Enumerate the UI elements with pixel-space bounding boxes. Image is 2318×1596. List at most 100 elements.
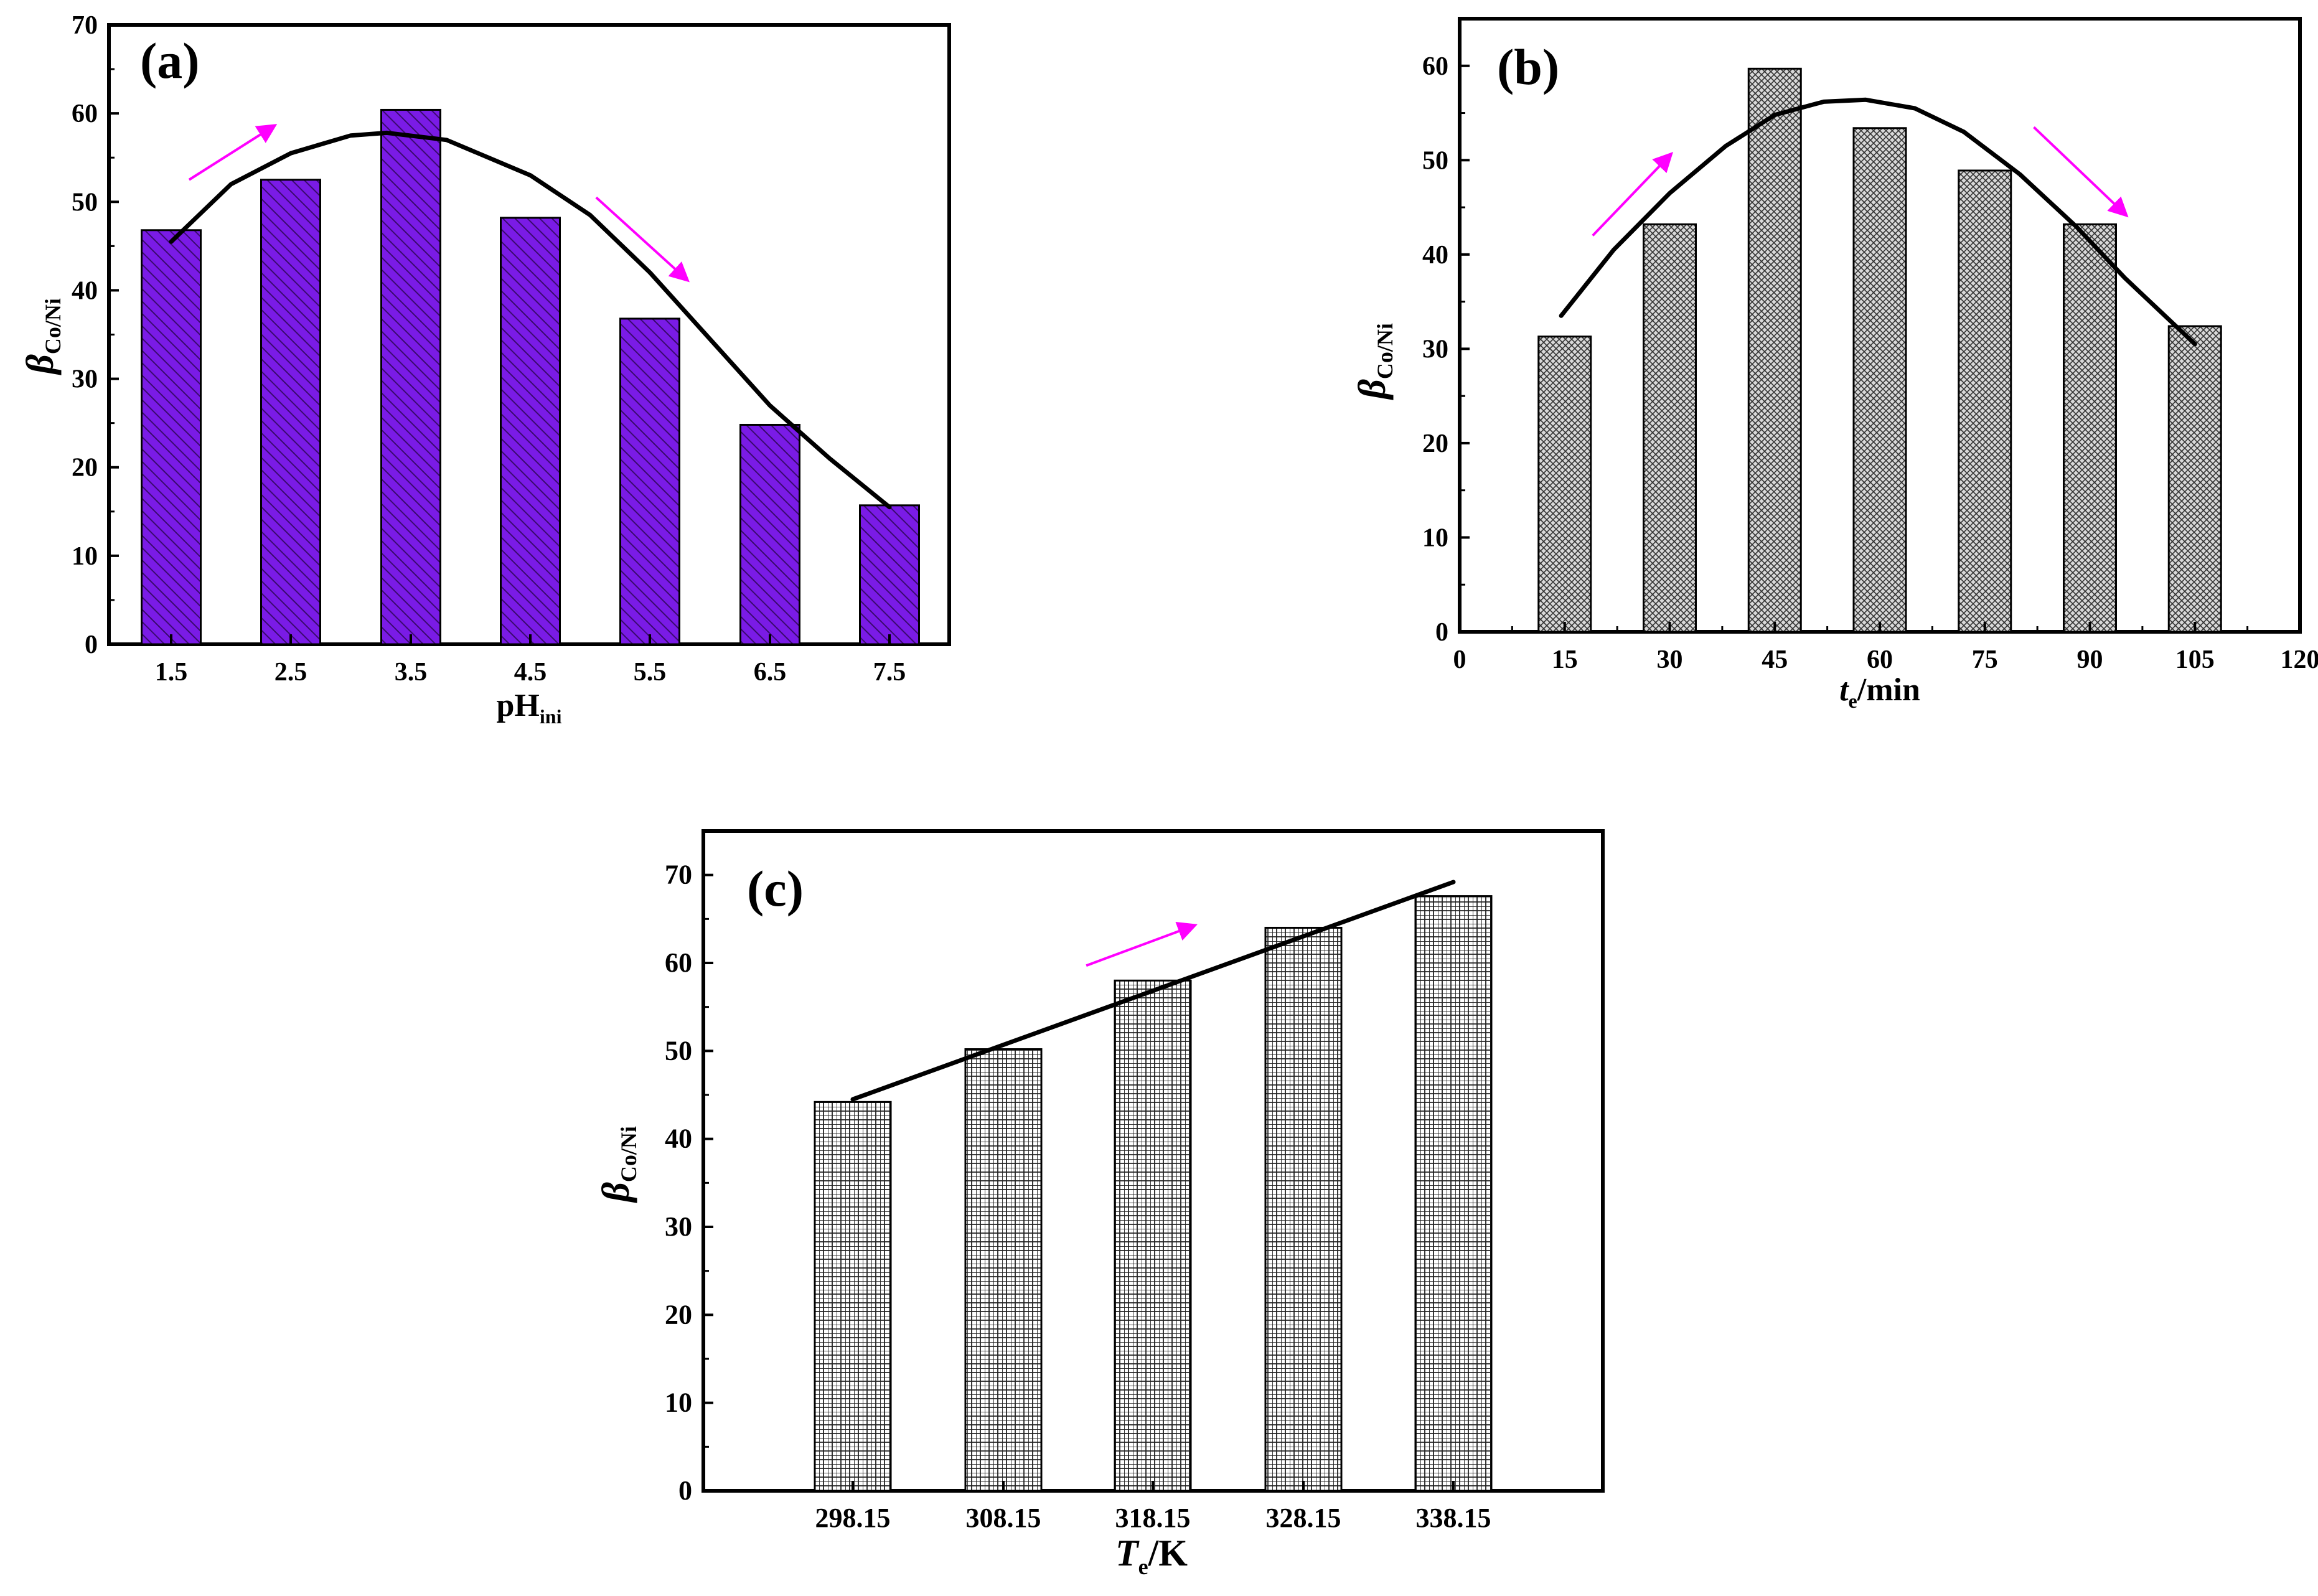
panel-b-xtick-label-2: 30: [1657, 645, 1683, 674]
panel-b-label: (b): [1497, 39, 1559, 95]
panel-b-xtick-label-1: 15: [1552, 645, 1578, 674]
panel-a-chart: 0 10 20 30 40 50 60 70 1.5 2.5 3.5 4.5 5.5 6.5 7.5 (a)…: [19, 11, 951, 728]
panel-a-x-axis-subscript: ini: [540, 705, 562, 728]
panel-a-ytick-label-1: 10: [72, 542, 98, 571]
panel-c-trend-line: [850, 880, 1456, 1102]
panel-a-ytick-label-5: 50: [72, 188, 98, 217]
panel-c-bar-3: [1114, 979, 1192, 1492]
panel-b-trend-arrow-1: [1592, 151, 1674, 237]
panel-a-y-axis-symbol: β: [19, 354, 62, 375]
panel-c-ytick-label-5: 50: [665, 1035, 692, 1066]
panel-a-xtick-label-0: 1.5: [155, 658, 188, 687]
panel-b-ytick-label-0: 0: [1435, 618, 1448, 647]
panel-b-bar-6: [2063, 223, 2117, 633]
panel-b-x-axis-unit: /min: [1857, 672, 1920, 708]
panel-c-ytick-label-2: 20: [665, 1299, 692, 1330]
panel-c-bar-5: [1414, 895, 1493, 1492]
panel-c-ytick-label-1: 10: [665, 1387, 692, 1418]
panel-b-ticks: 0 10 20 30 40 50 60 0 15 30 45 60 75 90 105 120: [1422, 52, 2318, 674]
panel-a-ytick-label-2: 20: [72, 454, 98, 482]
panel-b-xtick-label-6: 90: [2077, 645, 2103, 674]
panel-c-bars: [814, 895, 1493, 1492]
panel-c-xtick-label-2: 318.15: [1115, 1503, 1191, 1533]
panel-b-xtick-label-4: 60: [1867, 645, 1893, 674]
panel-b-x-axis-main: t: [1839, 672, 1849, 708]
panel-c-bar-4: [1264, 926, 1343, 1492]
panel-b-trend-line: [1559, 97, 2197, 347]
panel-a-bar-2: [260, 179, 321, 645]
panel-a-bar-6: [739, 423, 800, 645]
panel-c-ticks: 0 10 20 30 40 50 60 70 298.15 308.15 318.15 328.15 3…: [665, 860, 1491, 1533]
panel-a-bar-7: [859, 504, 920, 645]
panel-c-ytick-label-3: 30: [665, 1211, 692, 1242]
panel-a-ticks: 0 10 20 30 40 50 60 70 1.5 2.5 3.5 4.5 5.5 6.5 7.5: [72, 11, 906, 687]
panel-a-x-axis-label: pHini: [497, 688, 562, 728]
panel-a-x-axis-main: pH: [497, 688, 540, 723]
panel-b-ytick-label-3: 30: [1422, 335, 1448, 364]
panel-b-ytick-label-4: 40: [1422, 241, 1448, 270]
panel-b-xtick-label-5: 75: [1972, 645, 1998, 674]
panel-c-y-axis-symbol: β: [595, 1182, 637, 1203]
panel-c-y-axis-subscript: Co/Ni: [616, 1126, 641, 1182]
panel-c-x-axis-unit: /K: [1148, 1533, 1188, 1574]
panel-c-ytick-label-7: 70: [665, 860, 692, 890]
panel-a-ytick-label-0: 0: [85, 631, 98, 659]
panel-c-label: (c): [747, 860, 804, 917]
panel-a-xtick-label-1: 2.5: [274, 658, 307, 687]
panel-c-x-axis-main: T: [1115, 1533, 1140, 1574]
panel-c-x-axis-label: Te/K: [1115, 1533, 1188, 1579]
panel-b-y-axis-label: βCo/Ni: [1351, 323, 1397, 400]
panel-c-xtick-label-4: 338.15: [1416, 1503, 1491, 1533]
panel-b-xtick-label-8: 120: [2281, 645, 2318, 674]
panel-b-y-axis-subscript: Co/Ni: [1372, 323, 1397, 379]
panel-c-xtick-label-0: 298.15: [815, 1503, 891, 1533]
panel-a-bars: [141, 108, 920, 645]
panel-c-y-axis-label: βCo/Ni: [595, 1126, 641, 1203]
panel-b-y-axis-symbol: β: [1351, 379, 1394, 400]
panel-a-ytick-label-4: 40: [72, 276, 98, 305]
panel-b-bars: [1537, 67, 2222, 633]
panel-a-trend-line: [169, 130, 892, 510]
panel-a-ytick-label-3: 30: [72, 365, 98, 394]
panel-a-overlay: [169, 124, 892, 510]
panel-a-y-axis-subscript: Co/Ni: [40, 298, 65, 354]
panel-c-chart: 0 10 20 30 40 50 60 70 298.15 308.15 318.15 328.15 3…: [595, 829, 1605, 1579]
panel-a-xtick-label-2: 3.5: [395, 658, 428, 687]
panel-c-xtick-label-3: 328.15: [1266, 1503, 1341, 1533]
panel-b-bar-5: [1958, 169, 2012, 633]
panel-c-ytick-label-6: 60: [665, 947, 692, 978]
panel-c-bar-2: [964, 1048, 1043, 1492]
panel-a-ytick-label-7: 70: [72, 11, 98, 40]
panel-b-overlay: [1559, 97, 2197, 347]
panel-a-xtick-label-5: 6.5: [754, 658, 787, 687]
panel-b-xtick-label-7: 105: [2175, 645, 2215, 674]
panel-a-bar-1: [141, 229, 202, 645]
panel-a-label: (a): [140, 32, 200, 89]
panel-b-x-axis-label: te/min: [1839, 672, 1920, 712]
panel-b-xtick-label-3: 45: [1762, 645, 1788, 674]
panel-b-ytick-label-2: 20: [1422, 430, 1448, 458]
panel-c-ytick-label-4: 40: [665, 1124, 692, 1154]
panel-a-xtick-label-3: 4.5: [514, 658, 547, 687]
panel-a-xtick-label-4: 5.5: [634, 658, 667, 687]
panel-a-ytick-label-6: 60: [72, 100, 98, 128]
panel-b-xtick-label-0: 0: [1453, 645, 1466, 674]
panel-b-ytick-label-6: 60: [1422, 52, 1448, 81]
panel-b-bar-1: [1537, 336, 1592, 633]
panel-a-y-axis-label: βCo/Ni: [19, 298, 65, 375]
panel-c-overlay: [850, 880, 1456, 1102]
panel-b-bar-7: [2167, 325, 2222, 633]
panel-a-xtick-label-6: 7.5: [873, 658, 906, 687]
panel-c-trend-arrow-1: [1086, 921, 1198, 967]
panel-c-ytick-label-0: 0: [678, 1475, 692, 1506]
panel-c-bar-1: [814, 1101, 892, 1492]
panel-b-trend-arrow-2: [2033, 126, 2129, 218]
panel-a-bar-4: [500, 217, 561, 645]
panel-b-x-axis-subscript: e: [1849, 690, 1857, 712]
panel-b-bar-3: [1747, 67, 1802, 633]
panel-b-ytick-label-5: 50: [1422, 146, 1448, 175]
panel-c-xtick-label-1: 308.15: [966, 1503, 1041, 1533]
panel-a-trend-arrow-2: [595, 196, 690, 283]
panel-b-ytick-label-1: 10: [1422, 523, 1448, 552]
